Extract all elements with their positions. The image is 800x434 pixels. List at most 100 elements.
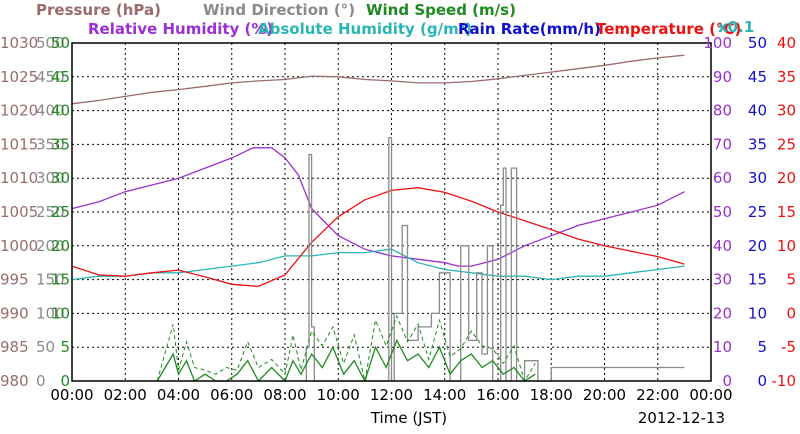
tick-label-time: 14:00 [423,386,466,404]
tick-label-wind-direction: 250 [36,203,65,221]
date-label: 2012-12-13 [638,409,725,427]
plot-frame [71,42,712,382]
tick-label-wind-speed: 20 [51,237,70,255]
legend-entry: Pressure (hPa) [36,1,161,19]
tick-label-temperature: 30 [777,102,796,120]
x-axis-label: Time (JST) [370,409,447,427]
legend-entry: Rain Rate(mm/h) [458,20,601,38]
legend-entry: Absolute Humidity (g/m³) [258,20,472,38]
tick-label-temperature: -5 [781,338,796,356]
tick-label-humidity: 10 [713,338,732,356]
tick-label-wind-direction: 150 [36,271,65,289]
multiplier-note: x0.1 [718,18,754,36]
tick-label-wind-direction: 300 [36,169,65,187]
tick-label-rain: 30 [748,169,767,187]
tick-label-humidity: 70 [713,135,732,153]
tick-label-wind-direction: 500 [36,34,65,52]
tick-label-temperature: 0 [786,304,796,322]
tick-label-time: 18:00 [530,386,573,404]
series-pressure-line [71,54,685,105]
tick-label-rain: 50 [748,34,767,52]
tick-label-humidity: 40 [713,237,732,255]
tick-label-pressure: 980 [0,372,29,390]
tick-label-wind-speed: 35 [51,135,70,153]
tick-label-time: 08:00 [263,386,306,404]
tick-label-humidity: 80 [713,102,732,120]
tick-label-wind-speed: 5 [60,338,70,356]
tick-label-wind-speed: 15 [51,271,70,289]
tick-label-wind-speed: 0 [60,372,70,390]
tick-label-rain: 40 [748,102,767,120]
tick-label-wind-direction: 50 [36,338,55,356]
tick-label-time: 20:00 [583,386,626,404]
tick-label-pressure: 1005 [0,203,38,221]
tick-label-humidity: 0 [722,372,732,390]
tick-label-time: 16:00 [476,386,519,404]
tick-label-wind-direction: 450 [36,68,65,86]
tick-label-temperature: -10 [772,372,797,390]
tick-label-time: 06:00 [210,386,253,404]
series-wind-speed-line [156,338,536,383]
tick-label-rain: 10 [748,304,767,322]
series-humidity-line [71,248,685,281]
tick-label-pressure: 1010 [0,169,38,187]
tick-label-temperature: 10 [777,237,796,255]
tick-label-time: 12:00 [370,386,413,404]
tick-label-humidity: 100 [703,34,732,52]
tick-label-rain: 5 [757,338,767,356]
tick-label-wind-direction: 0 [36,372,46,390]
tick-label-pressure: 1030 [0,34,38,52]
tick-label-temperature: 40 [777,34,796,52]
tick-label-time: 00:00 [50,386,93,404]
tick-label-wind-speed: 50 [51,34,70,52]
axis-ticks: 9809859909951000100510101015102010251030… [0,34,796,404]
tick-label-pressure: 1025 [0,68,38,86]
tick-label-pressure: 1015 [0,135,38,153]
tick-label-wind-speed: 30 [51,169,70,187]
tick-label-wind-speed: 40 [51,102,70,120]
tick-label-pressure: 990 [0,304,29,322]
legend-entry: Wind Direction (°) [203,1,355,19]
tick-label-temperature: 15 [777,203,796,221]
tick-label-time: 04:00 [157,386,200,404]
tick-label-humidity: 50 [713,203,732,221]
legend-entry: Wind Speed (m/s) [366,1,516,19]
series-wind-direction-line [303,136,685,382]
tick-label-pressure: 1000 [0,237,38,255]
tick-label-rain: 35 [748,135,767,153]
tick-label-temperature: 20 [777,169,796,187]
tick-label-wind-speed: 10 [51,304,70,322]
tick-label-time: 10:00 [317,386,360,404]
tick-label-humidity: 20 [713,304,732,322]
tick-label-wind-direction: 350 [36,135,65,153]
series-wind-speed-gust-line [156,314,536,383]
tick-label-pressure: 985 [0,338,29,356]
tick-label-wind-direction: 100 [36,304,65,322]
tick-label-rain: 45 [748,68,767,86]
legend-entry: Relative Humidity (%) [88,20,273,38]
series-temperature-line [71,187,685,288]
tick-label-humidity: 60 [713,169,732,187]
tick-label-wind-speed: 45 [51,68,70,86]
tick-label-time: 22:00 [636,386,679,404]
tick-label-humidity: 30 [713,271,732,289]
tick-label-pressure: 1020 [0,102,38,120]
tick-label-rain: 0 [757,372,767,390]
tick-label-wind-direction: 200 [36,237,65,255]
tick-label-rain: 20 [748,237,767,255]
tick-label-temperature: 25 [777,135,796,153]
tick-label-temperature: 35 [777,68,796,86]
tick-label-temperature: 5 [786,271,796,289]
series-lines [71,54,685,383]
tick-label-wind-speed: 25 [51,203,70,221]
legend-entry: Temperature (°C) [596,20,741,38]
legend: Pressure (hPa) Wind Direction (°) Wind Spe… [36,1,741,38]
tick-label-time: 00:00 [689,386,732,404]
tick-label-pressure: 995 [0,271,29,289]
tick-label-humidity: 90 [713,68,732,86]
tick-label-time: 02:00 [104,386,147,404]
tick-label-rain: 15 [748,271,767,289]
series-humidity-line [71,147,685,267]
tick-label-rain: 25 [748,203,767,221]
